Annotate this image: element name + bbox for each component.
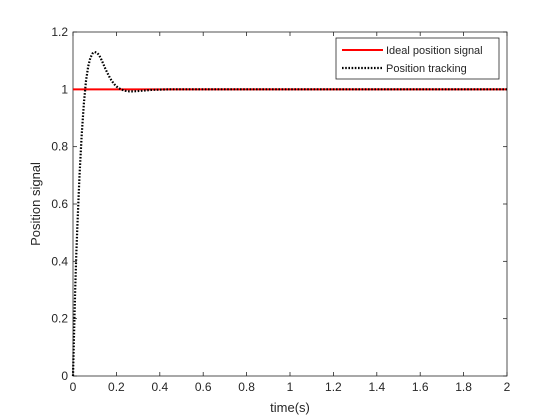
x-tick-label: 0.6 [195,380,212,394]
legend-label-tracking: Position tracking [386,63,467,75]
y-tick-label: 0.2 [51,312,68,326]
legend-box [335,37,500,80]
x-tick-label: 1 [287,380,294,394]
legend-label-ideal: Ideal position signal [386,45,483,57]
x-axis-label: time(s) [270,400,310,415]
y-axis-ticks: 0 0.2 0.4 0.6 0.8 1 1.2 [51,25,507,383]
x-tick-label: 0.8 [238,380,255,394]
x-axis-ticks: 0 0.2 0.4 0.6 0.8 1 1.2 1.4 1.6 1.8 2 [70,32,511,394]
x-tick-label: 1.2 [325,380,342,394]
x-tick-label: 0.2 [108,380,125,394]
y-tick-label: 1.2 [51,25,68,39]
plot-area [72,31,508,377]
x-tick-label: 0 [70,380,77,394]
x-tick-label: 0.4 [151,380,168,394]
x-tick-label: 1.6 [412,380,429,394]
legend: Ideal position signal Position tracking [335,37,500,80]
y-tick-label: 0.6 [51,197,68,211]
series-layer [71,50,507,377]
y-axis-label: Position signal [28,162,43,246]
x-tick-label: 2 [504,380,511,394]
y-tick-label: 0 [61,369,68,383]
x-tick-label: 1.8 [455,380,472,394]
y-tick-label: 1 [61,82,68,96]
y-tick-label: 0.8 [51,140,68,154]
x-tick-label: 1.4 [368,380,385,394]
y-tick-label: 0.4 [51,254,68,268]
